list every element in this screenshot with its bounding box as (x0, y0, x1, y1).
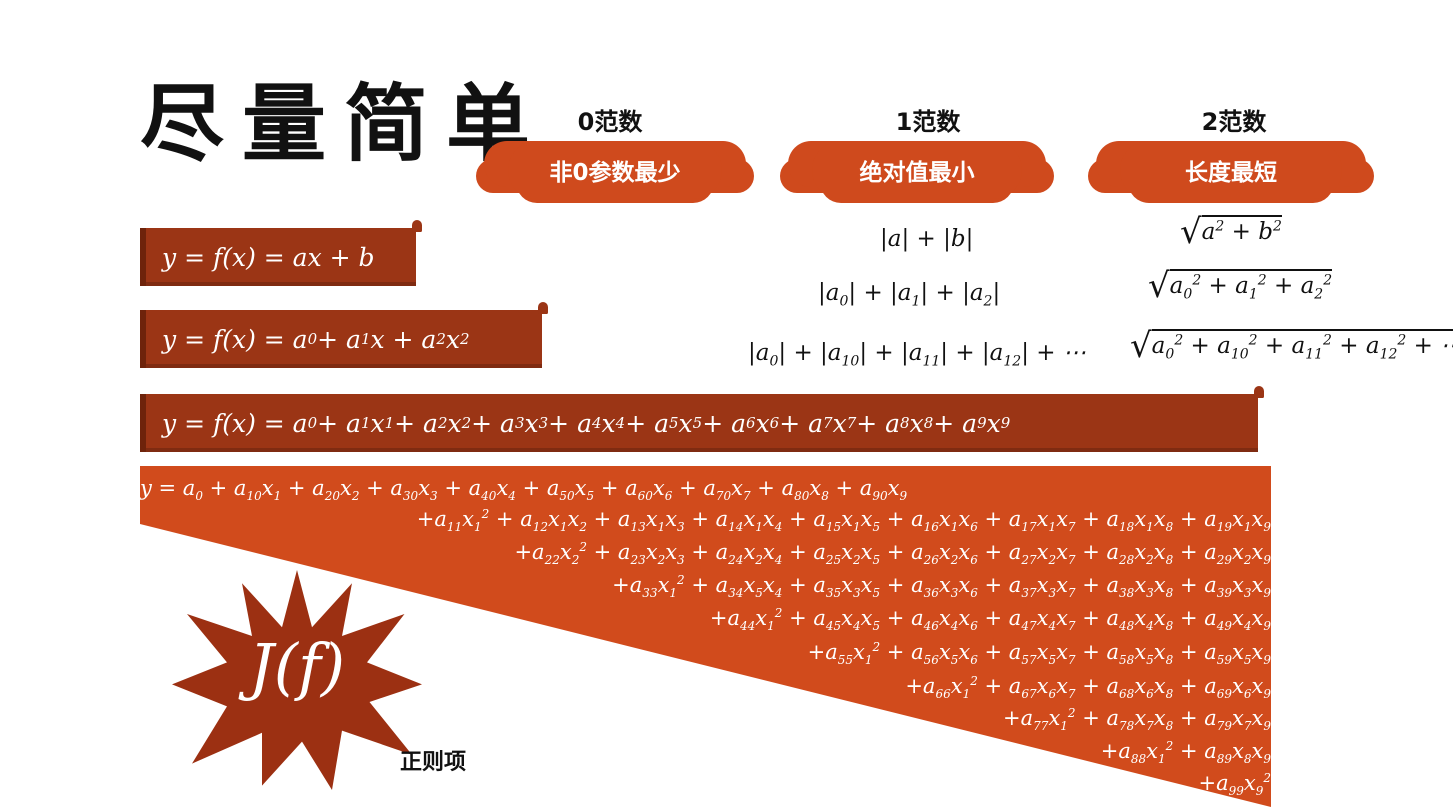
norm-1-badge: 绝对值最小 (812, 141, 1022, 199)
l1-formula-1: |a| + |b| (880, 226, 974, 252)
expansion-line-9: +a99x92 (1198, 771, 1271, 799)
expansion-line-0: y = a0 + a10x1 + a20x2 + a30x3 + a40x4 +… (140, 476, 908, 504)
norm-1-header: 1范数 (895, 108, 961, 136)
l2-formula-1: √a2 + b2 (1180, 212, 1282, 252)
norm-2-header: 2范数 (1201, 108, 1267, 136)
expansion-line-3: +a33x12 + a34x5x4 + a35x3x5 + a36x3x6 + … (612, 573, 1271, 601)
page-title: 尽量简单 (140, 75, 549, 173)
norm-2-badge: 长度最短 (1120, 141, 1342, 199)
norm-0-badge: 非0参数最少 (508, 141, 722, 199)
l2-formula-3: √a02 + a102 + a112 + a122 + ⋯ (1130, 326, 1453, 366)
expansion-line-5: +a55x12 + a56x5x6 + a57x5x7 + a58x5x8 + … (807, 640, 1271, 668)
regularization-label: 正则项 (400, 750, 467, 775)
l2-formula-2: √a02 + a12 + a22 (1148, 266, 1333, 306)
expansion-line-6: +a66x12 + a67x6x7 + a68x6x8 + a69x6x9 (905, 674, 1271, 702)
expansion-line-7: +a77x12 + a78x7x8 + a79x7x9 (1003, 706, 1271, 734)
expansion-line-8: +a88x12 + a89x8x9 (1100, 739, 1271, 767)
expansion-line-1: +a11x12 + a12x1x2 + a13x1x3 + a14x1x4 + … (416, 507, 1271, 535)
l1-formula-2: |a0| + |a1| + |a2| (818, 280, 1001, 310)
regularization-symbol: J(f) (248, 630, 346, 703)
expansion-line-4: +a44x12 + a45x4x5 + a46x4x6 + a47x4x7 + … (709, 606, 1271, 634)
l1-formula-3: |a0| + |a10| + |a11| + |a12| + ⋯ (748, 340, 1086, 370)
norm-0-header: 0范数 (577, 108, 643, 136)
linear-model-banner: y = f(x) = ax + b (140, 220, 422, 286)
expansion-line-2: +a22x22 + a23x2x3 + a24x2x4 + a25x2x5 + … (514, 540, 1271, 568)
